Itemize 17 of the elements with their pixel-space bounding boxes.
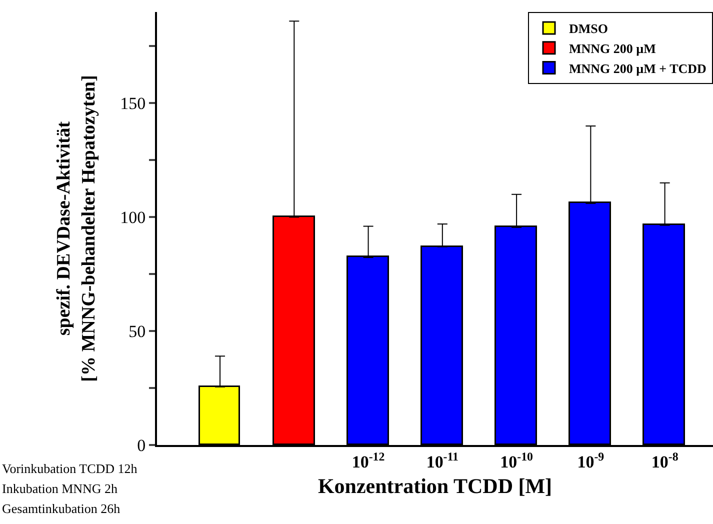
legend-label: MNNG 200 µM + TCDD <box>569 60 706 76</box>
text: Gesamtinkubation 26h <box>2 501 121 516</box>
y-axis-title: spezif. DEVDase-Aktivität [% MNNG-behandelter Hepatozyten] <box>54 75 100 382</box>
x-tick-label: 10$^{-12}$ <box>352 449 385 472</box>
y-tick-label: 0 <box>137 436 146 455</box>
x-tick-label: 10$^{-10}$ <box>500 449 534 472</box>
legend-label: DMSO <box>569 21 608 36</box>
x-tick-label: 10$^{-8}$ <box>651 449 678 472</box>
x-axis-title: Konzentration TCDD [M] <box>318 474 552 498</box>
y-tick-label: 50 <box>128 322 146 341</box>
y-tick-label: 100 <box>120 208 146 228</box>
text: Vorinkubation TCDD 12h <box>2 461 138 476</box>
legend-label: MNNG 200 µM <box>569 40 656 56</box>
text: Inkubation MNNG 2h <box>2 481 118 496</box>
x-tick-label: 10$^{-11}$ <box>426 449 459 472</box>
x-tick-label: 10$^{-9}$ <box>577 449 604 472</box>
y-tick-label: 150 <box>120 94 146 114</box>
